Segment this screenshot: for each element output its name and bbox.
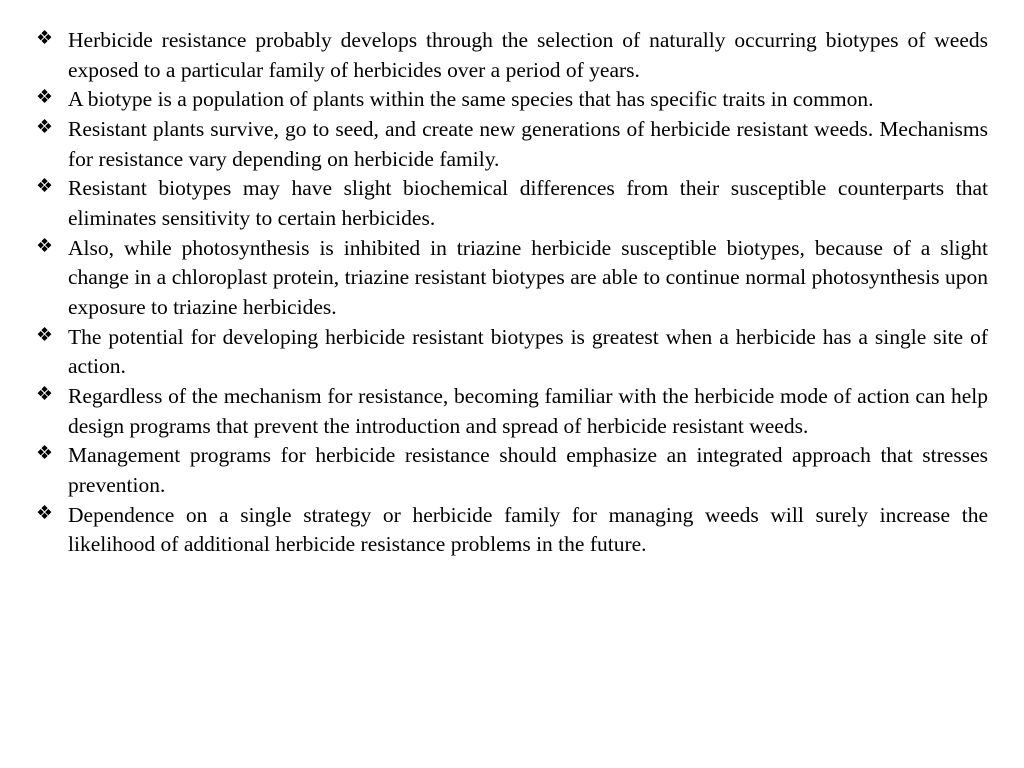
bullet-text: Regardless of the mechanism for resistan… — [68, 384, 988, 438]
document-page: Herbicide resistance probably develops t… — [0, 0, 1024, 560]
list-item: A biotype is a population of plants with… — [36, 85, 988, 115]
bullet-text: Resistant plants survive, go to seed, an… — [68, 117, 988, 171]
list-item: Also, while photosynthesis is inhibited … — [36, 234, 988, 323]
bullet-text: Also, while photosynthesis is inhibited … — [68, 236, 988, 319]
list-item: Management programs for herbicide resist… — [36, 441, 988, 500]
list-item: Regardless of the mechanism for resistan… — [36, 382, 988, 441]
list-item: Dependence on a single strategy or herbi… — [36, 501, 988, 560]
list-item: The potential for developing herbicide r… — [36, 323, 988, 382]
bullet-text: Dependence on a single strategy or herbi… — [68, 503, 988, 557]
bullet-text: The potential for developing herbicide r… — [68, 325, 988, 379]
list-item: Resistant biotypes may have slight bioch… — [36, 174, 988, 233]
bullet-text: A biotype is a population of plants with… — [68, 87, 874, 111]
list-item: Herbicide resistance probably develops t… — [36, 26, 988, 85]
bullet-text: Herbicide resistance probably develops t… — [68, 28, 988, 82]
bullet-text: Resistant biotypes may have slight bioch… — [68, 176, 988, 230]
bullet-list: Herbicide resistance probably develops t… — [36, 26, 988, 560]
list-item: Resistant plants survive, go to seed, an… — [36, 115, 988, 174]
bullet-text: Management programs for herbicide resist… — [68, 443, 988, 497]
